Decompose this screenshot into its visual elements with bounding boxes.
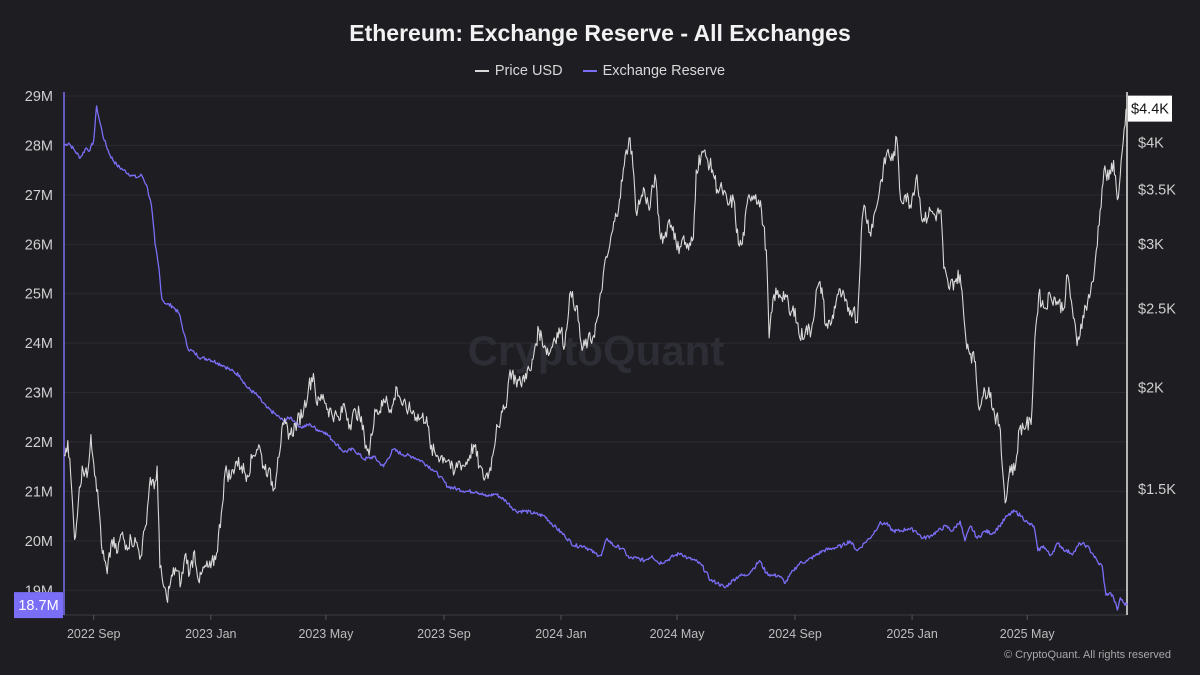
left-current-label: 18.7M: [18, 598, 58, 614]
x-tick-label: 2024 Sep: [768, 627, 822, 641]
left-tick-label: 28M: [25, 138, 53, 154]
copyright-notice: © CryptoQuant. All rights reserved: [1003, 649, 1171, 661]
x-tick-label: 2025 Jan: [886, 627, 937, 641]
legend-label-price: Price USD: [494, 63, 563, 79]
x-tick-label: 2023 Sep: [417, 627, 471, 641]
left-tick-label: 24M: [25, 336, 53, 352]
right-tick-label: $3.5K: [1138, 182, 1176, 198]
chart-title: Ethereum: Exchange Reserve - All Exchang…: [349, 20, 851, 46]
x-tick-label: 2024 May: [650, 627, 706, 641]
watermark: CryptoQuant: [468, 327, 725, 374]
left-tick-label: 22M: [25, 435, 53, 451]
x-tick-label: 2022 Sep: [67, 627, 121, 641]
left-tick-label: 21M: [25, 484, 53, 500]
right-current-label: $4.4K: [1131, 102, 1169, 118]
legend-label-reserve: Exchange Reserve: [602, 63, 726, 79]
left-tick-label: 27M: [25, 188, 53, 204]
x-tick-label: 2024 Jan: [535, 627, 586, 641]
legend-swatch-reserve: [582, 70, 597, 72]
x-tick-label: 2023 May: [298, 627, 354, 641]
series-line-exchange-reserve: [63, 105, 1128, 611]
right-current-badge: [1128, 95, 1172, 122]
left-tick-label: 26M: [25, 237, 53, 253]
left-tick-label: 20M: [25, 534, 53, 550]
right-tick-label: $2.5K: [1138, 301, 1176, 317]
right-tick-label: $1.5K: [1138, 482, 1176, 498]
right-axis: $4K $3.5K $3K $2.5K $2K $1.5K: [1126, 92, 1176, 615]
grid-lines: [64, 95, 1127, 591]
legend: Price USD Exchange Reserve: [0, 60, 1200, 79]
x-tick-label: 2023 Jan: [185, 627, 236, 641]
right-tick-label: $2K: [1138, 380, 1164, 396]
legend-swatch-price: [474, 70, 489, 72]
right-tick-label: $4K: [1138, 135, 1164, 151]
left-tick-label: 23M: [25, 386, 53, 402]
left-current-badge: [14, 592, 63, 619]
legend-item-price[interactable]: Price USD: [474, 63, 563, 79]
x-axis: 2022 Sep 2023 Jan 2023 May 2023 Sep 2024 Jan…: [64, 614, 1127, 641]
series-line-price-usd: [63, 108, 1128, 603]
series-lines: [63, 105, 1128, 611]
left-tick-label: 25M: [25, 287, 53, 303]
legend-item-reserve[interactable]: Exchange Reserve: [582, 63, 726, 79]
right-tick-label: $3K: [1138, 237, 1164, 253]
left-tick-label: 29M: [25, 89, 53, 105]
x-tick-label: 2025 May: [1000, 627, 1056, 641]
current-value-badges: 18.7M $4.4K: [14, 95, 1172, 619]
